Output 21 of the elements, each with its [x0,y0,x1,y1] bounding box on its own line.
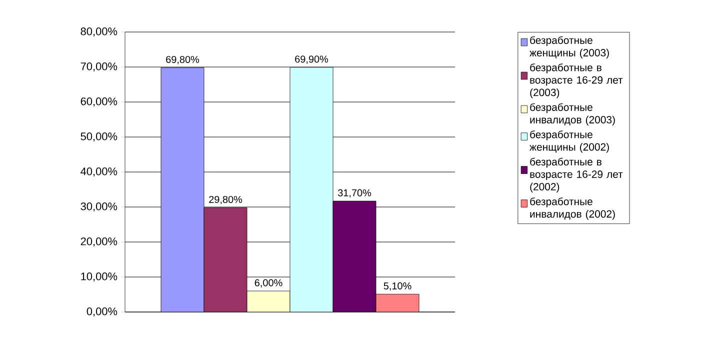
y-tick-label: 30,00% [80,202,118,212]
data-label: 69,80% [166,56,200,64]
data-label: 5,10% [384,282,412,291]
y-tick-label: 10,00% [81,272,118,282]
y-tick-label: 80,00% [80,27,118,37]
legend-label: безработные инвалидов (2002) [530,197,615,220]
legend-label: безработные женщины (2002) [530,130,609,153]
legend-label: безработные в возрасте 16-29 лет (2003) [530,63,623,98]
data-label: 6,00% [254,279,282,288]
y-tick-label: 50,00% [80,132,118,142]
data-label: 29,80% [209,196,242,204]
y-tick-label: 60,00% [80,97,118,107]
y-tick-label: 40,00% [80,167,118,177]
legend-label: безработные женщины (2003) [530,36,609,58]
legend-label: безработные в возрасте 16-29 лет (2002) [530,158,623,192]
data-label: 69,90% [295,56,328,64]
y-tick-label: 0,00% [86,307,118,317]
y-tick-label: 20,00% [80,237,118,247]
data-label: 31,70% [338,189,372,198]
legend-label: безработные инвалидов (2003) [530,103,615,126]
y-tick-label: 70,00% [80,62,118,72]
